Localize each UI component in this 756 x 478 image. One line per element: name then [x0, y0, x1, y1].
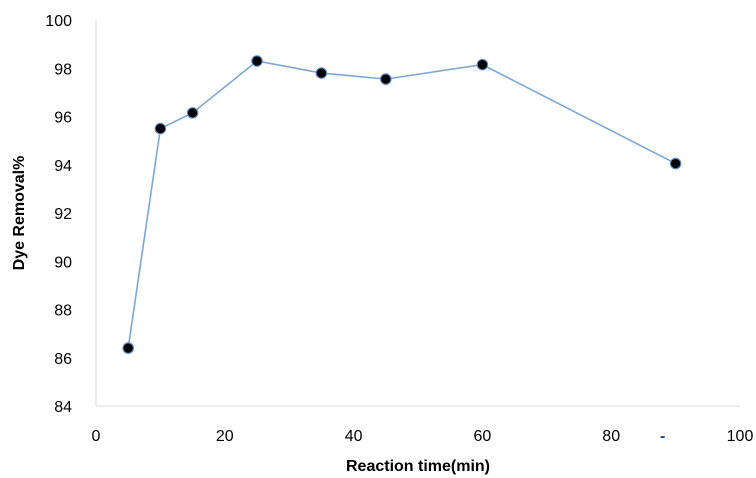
x-axis-title: Reaction time(min): [346, 458, 490, 475]
y-tick-labels: 84 86 88 90 92 94 96 98 100: [45, 13, 72, 416]
x-tick-labels: 0 20 40 60 80 100: [92, 428, 754, 445]
data-point: [186, 107, 199, 119]
annotation-mark: -: [660, 428, 665, 445]
data-point: [154, 122, 167, 135]
data-series: [122, 55, 682, 354]
y-axis-title: Dye Removal%: [11, 156, 28, 271]
data-point: [476, 58, 489, 71]
y-tick-label: 86: [54, 351, 72, 368]
data-point: [315, 67, 328, 79]
x-tick-label: 40: [345, 428, 363, 445]
y-tick-label: 92: [54, 206, 72, 223]
y-tick-label: 100: [45, 13, 72, 30]
x-tick-label: 20: [216, 428, 234, 445]
data-point: [669, 157, 682, 170]
annotations: -: [660, 428, 665, 445]
data-point: [379, 73, 392, 85]
y-tick-label: 90: [54, 254, 72, 271]
y-tick-label: 88: [54, 303, 72, 320]
data-point: [251, 55, 263, 67]
x-tick-label: 0: [92, 428, 101, 445]
x-tick-label: 60: [474, 428, 492, 445]
y-tick-label: 96: [54, 110, 72, 127]
series-line: [127, 60, 676, 349]
y-tick-label: 84: [54, 399, 72, 416]
y-tick-label: 98: [54, 61, 72, 78]
x-tick-label: 100: [727, 428, 754, 445]
axes: [95, 20, 740, 407]
x-tick-label: 80: [602, 428, 620, 445]
y-tick-label: 94: [54, 158, 72, 175]
data-point: [122, 342, 134, 354]
